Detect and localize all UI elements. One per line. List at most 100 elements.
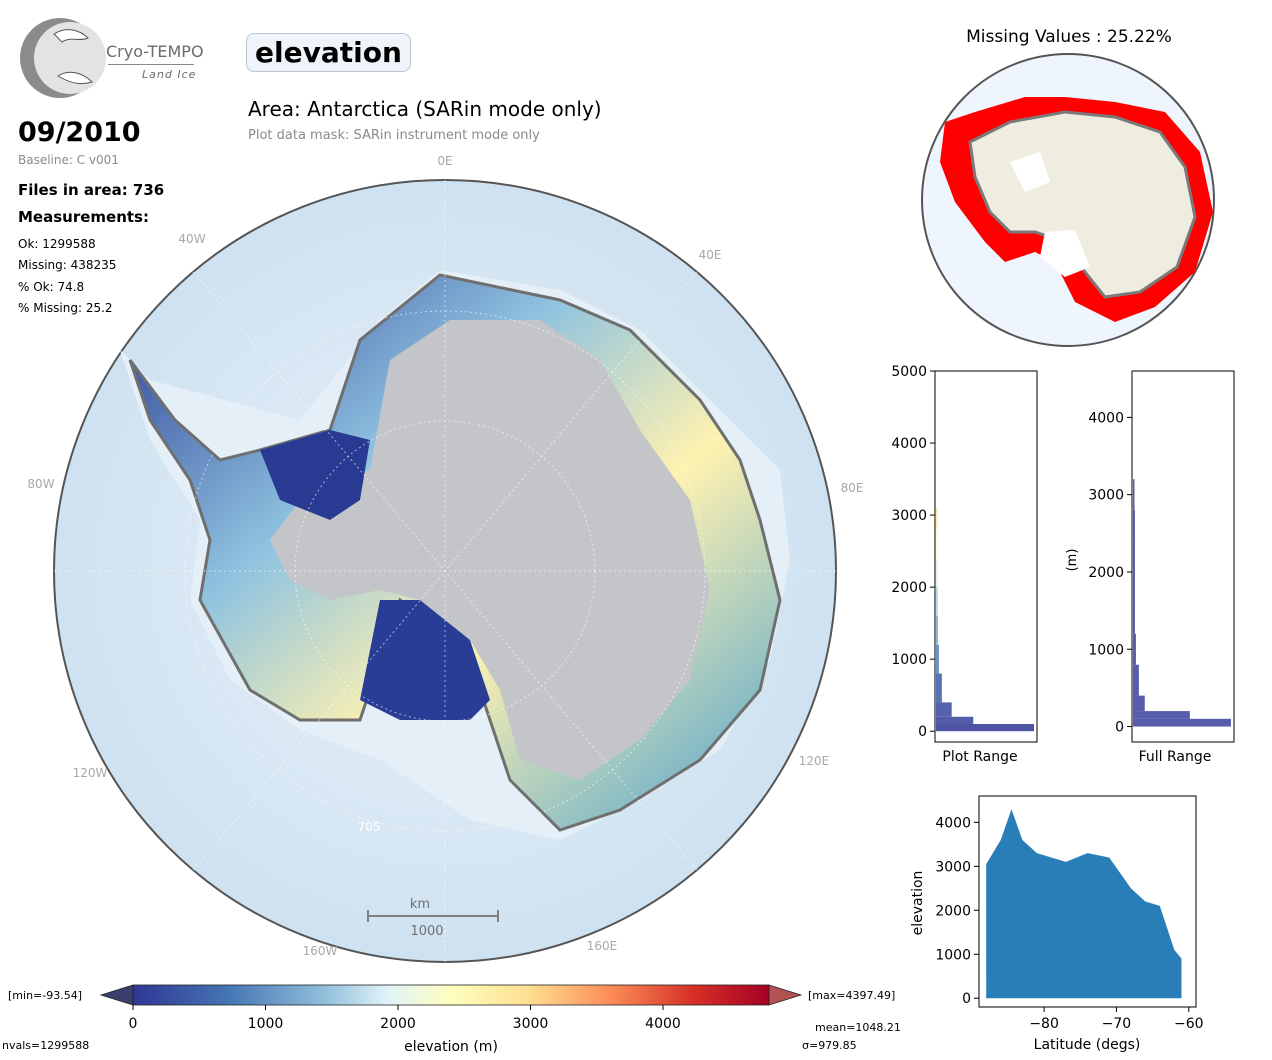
- mask-note: Plot data mask: SARin instrument mode on…: [248, 128, 540, 143]
- elevation-latitude-scatter: 0 1000 2000 3000 4000 −80 −70 −60 elevation Lat…: [910, 795, 1204, 1053]
- logo-name: Cryo-TEMPO: [106, 42, 204, 61]
- scatter-x-tick-label: −70: [1102, 1016, 1132, 1032]
- full-range-bars: [1133, 479, 1231, 727]
- scatter-point-cloud: [986, 809, 1182, 999]
- scatter-y-tick-label: 2000: [935, 903, 971, 919]
- scatter-ylabel: elevation: [910, 871, 926, 936]
- logo-subtitle: Land Ice: [142, 68, 197, 81]
- y-tick-label: 3000: [1088, 488, 1124, 504]
- colorbar-max-label: [max=4397.49]: [808, 989, 895, 1002]
- histogram-bar: [936, 587, 938, 616]
- plot-range-frame: [934, 370, 1038, 743]
- lat-label-70s: 70S: [358, 820, 381, 834]
- colorbar-tick-label: 4000: [645, 1016, 681, 1032]
- plot-range-bars: [936, 507, 1034, 732]
- full-range-histogram: 0 1000 2000 3000 4000 (m) Full Range: [1065, 370, 1235, 765]
- histogram-bar: [1133, 602, 1135, 634]
- colorbar-min-label: [min=-93.54]: [8, 989, 82, 1002]
- y-tick-label: 0: [918, 724, 927, 740]
- elevation-colorbar: 0 1000 2000 3000 4000 [min=-93.54] [max=4397…: [2, 984, 901, 1055]
- histogram-bar: [936, 558, 938, 588]
- nvals-label: nvals=1299588: [2, 1039, 89, 1052]
- scatter-y-tick-label: 1000: [935, 947, 971, 963]
- histogram-bar: [1133, 571, 1135, 603]
- scatter-y-tick-label: 0: [962, 991, 971, 1007]
- missing-map-title: Missing Values : 25.22%: [966, 27, 1172, 47]
- plot-range-xlabel: Plot Range: [942, 749, 1017, 765]
- files-label: Files in area: 736: [18, 181, 165, 199]
- pct-ok: % Ok: 74.8: [18, 280, 85, 294]
- scatter-y-tick-label: 3000: [935, 859, 971, 875]
- full-range-frame: [1131, 370, 1235, 743]
- lon-label-80e: 80E: [841, 481, 864, 495]
- y-tick-label: 0: [1115, 720, 1124, 736]
- scale-value: 1000: [410, 924, 443, 939]
- histogram-bar: [936, 723, 1034, 732]
- histogram-bar: [936, 515, 938, 530]
- y-tick-label: 5000: [891, 364, 927, 380]
- graticule: [54, 180, 836, 962]
- colorbar-tick-label: 1000: [248, 1016, 284, 1032]
- colorbar-xlabel: elevation (m): [404, 1039, 498, 1055]
- logo-divider: [108, 64, 194, 65]
- measurements-label: Measurements:: [18, 208, 149, 226]
- date-label: 09/2010: [18, 117, 141, 148]
- main-map: km 1000 0E 40W 40E 80W 80E 120W 120E 160…: [27, 154, 863, 963]
- full-range-yticks: 0 1000 2000 3000 4000: [1088, 410, 1132, 736]
- baseline-label: Baseline: C v001: [18, 153, 119, 167]
- missing-values-map: [921, 53, 1215, 347]
- y-tick-label: 2000: [891, 580, 927, 596]
- y-tick-label: 3000: [891, 508, 927, 524]
- histogram-bar: [936, 529, 938, 559]
- histogram-bar: [1133, 486, 1135, 511]
- mean-label: mean=1048.21: [815, 1021, 901, 1034]
- colorbar-min-extend: [99, 984, 134, 1006]
- scatter-xlabel: Latitude (degs): [1034, 1037, 1141, 1053]
- scatter-ticks: 0 1000 2000 3000 4000 −80 −70 −60: [935, 815, 1203, 1032]
- histogram-bar: [936, 615, 938, 645]
- histogram-bar: [936, 644, 939, 674]
- plot-range-yticks: 0 1000 2000 3000 4000 5000: [891, 364, 935, 740]
- y-tick-label: 1000: [1088, 642, 1124, 658]
- lon-label-80w: 80W: [27, 477, 54, 491]
- longitude-labels: 0E 40W 40E 80W 80E 120W 120E 160W 160E: [27, 154, 863, 958]
- scale-bar: [367, 910, 499, 922]
- histogram-bar: [936, 702, 952, 717]
- plot-range-histogram: 0 1000 2000 3000 4000 5000 Plot Range: [891, 364, 1038, 765]
- sigma-label: σ=979.85: [802, 1039, 857, 1052]
- histogram-bar: [1133, 695, 1145, 712]
- ross-embayment: [360, 600, 490, 720]
- full-range-xlabel: Full Range: [1139, 749, 1212, 765]
- full-range-ylabel: (m): [1065, 549, 1080, 572]
- histogram-bar: [1133, 479, 1135, 487]
- colorbar-gradient: [132, 984, 770, 1006]
- histogram-bar: [936, 507, 938, 516]
- colorbar-tick-label: 0: [129, 1016, 138, 1032]
- weddell-embayment: [260, 430, 370, 520]
- histogram-bar: [1133, 510, 1135, 542]
- scatter-x-tick-label: −80: [1029, 1016, 1059, 1032]
- histogram-bar: [1133, 664, 1139, 696]
- logo-crescent-icon: [20, 18, 106, 98]
- y-tick-label: 2000: [1088, 565, 1124, 581]
- ok-count: Ok: 1299588: [18, 237, 96, 251]
- inset-ross: [1040, 230, 1090, 277]
- y-tick-label: 1000: [891, 652, 927, 668]
- scale-unit: km: [410, 897, 430, 912]
- lon-label-40e: 40E: [699, 248, 722, 262]
- histogram-bar: [1133, 718, 1231, 727]
- interior-ice-sheet: [270, 320, 710, 780]
- colorbar-tick-label: 3000: [513, 1016, 549, 1032]
- pct-missing: % Missing: 25.2: [18, 301, 113, 315]
- histogram-bar: [936, 673, 942, 703]
- histogram-bar: [1133, 711, 1190, 719]
- lon-label-160e: 160E: [587, 939, 618, 953]
- histogram-bar: [1133, 541, 1135, 572]
- cryo-tempo-logo: [18, 16, 108, 104]
- y-tick-label: 4000: [1088, 410, 1124, 426]
- colorbar-tick-label: 2000: [380, 1016, 416, 1032]
- lon-label-0e: 0E: [437, 154, 452, 168]
- lon-label-120e: 120E: [799, 754, 830, 768]
- missing-count: Missing: 438235: [18, 258, 117, 272]
- parameter-title: elevation: [246, 33, 411, 72]
